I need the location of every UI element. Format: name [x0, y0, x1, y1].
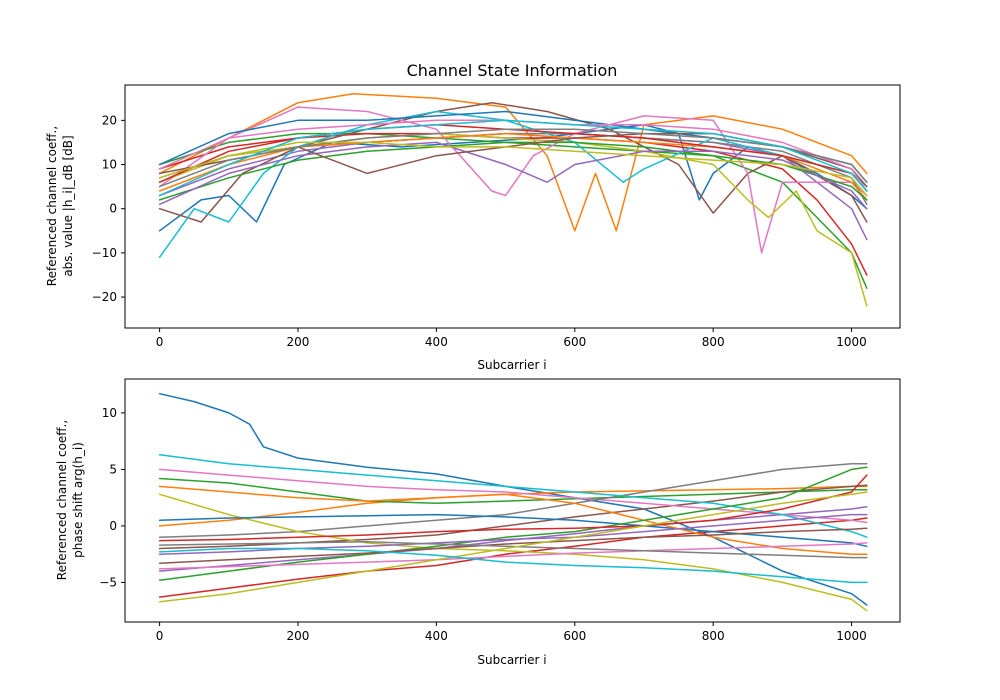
magnitude-series-line-2	[158, 93, 868, 232]
phase-series-line-14	[158, 474, 868, 542]
phase-series-line-10	[158, 453, 868, 538]
magnitude-series-line-15	[158, 141, 868, 210]
phase-series-line-18	[158, 541, 868, 559]
phase-series-line-4	[158, 517, 868, 598]
magnitude-series-line-20	[158, 119, 868, 197]
phase-series-line-2	[158, 485, 868, 527]
phase-x-tick-label: 400	[425, 629, 448, 643]
phase-y-tick-label: −5	[99, 575, 117, 589]
magnitude-ytick-layer: −20 −10 0 10 20	[92, 113, 125, 304]
magnitude-x-tick-label: 800	[702, 335, 725, 349]
phase-x-axis-label: Subcarrier i	[477, 653, 546, 667]
magnitude-y-axis-label-line2: abs. value |h_i|_dB [dB]	[61, 135, 75, 276]
magnitude-y-axis-label-line1: Referenced channel coeff.,	[45, 126, 59, 286]
magnitude-series-layer	[158, 93, 868, 307]
magnitude-y-tick-label: 10	[102, 158, 117, 172]
magnitude-series-line-3	[158, 132, 868, 289]
magnitude-x-tick-label: 200	[287, 335, 310, 349]
phase-xtick-layer: 0 200 400 600 800 1000	[156, 622, 867, 643]
phase-x-tick-label: 600	[563, 629, 586, 643]
phase-series-line-8	[158, 463, 868, 538]
magnitude-axes-frame	[124, 84, 901, 329]
magnitude-y-tick-label: 0	[109, 202, 117, 216]
magnitude-x-axis-label: Subcarrier i	[477, 358, 546, 372]
phase-series-layer	[158, 392, 868, 612]
magnitude-y-tick-label: 20	[102, 113, 117, 127]
phase-subplot: 0 200 400 600 800 1000 −5 0 5 10 Subcarrier i Re…	[55, 378, 901, 667]
phase-series-line-17	[158, 542, 868, 570]
magnitude-y-tick-label: −20	[92, 290, 117, 304]
magnitude-series-line-14	[158, 124, 868, 192]
phase-x-tick-label: 800	[702, 629, 725, 643]
phase-x-tick-label: 0	[156, 629, 164, 643]
magnitude-x-tick-label: 600	[563, 335, 586, 349]
phase-series-line-5	[158, 505, 868, 572]
magnitude-x-tick-label: 1000	[836, 335, 867, 349]
phase-series-line-19	[158, 491, 868, 603]
phase-y-tick-label: 0	[109, 519, 117, 533]
phase-y-axis-label-line1: Referenced channel coeff.,	[55, 420, 69, 580]
magnitude-xtick-layer: 0 200 400 600 800 1000	[156, 328, 867, 349]
magnitude-series-line-19	[158, 141, 868, 197]
phase-y-tick-label: 10	[102, 406, 117, 420]
magnitude-series-line-7	[158, 106, 868, 254]
magnitude-x-tick-label: 400	[425, 335, 448, 349]
phase-x-tick-label: 200	[287, 629, 310, 643]
magnitude-subplot: Channel State Information 0 200 400 600 800 1…	[45, 61, 901, 372]
phase-series-line-13	[158, 466, 868, 581]
magnitude-x-tick-label: 0	[156, 335, 164, 349]
phase-series-line-9	[158, 493, 868, 612]
phase-series-line-12	[158, 485, 868, 555]
magnitude-series-line-18	[158, 128, 868, 188]
phase-ytick-layer: −5 0 5 10	[99, 406, 125, 589]
phase-y-axis-label-line2: phase shift arg(h_i)	[71, 442, 85, 558]
phase-series-line-11	[158, 513, 868, 548]
phase-x-tick-label: 1000	[836, 629, 867, 643]
phase-y-tick-label: 5	[109, 462, 117, 476]
phase-series-line-20	[158, 547, 868, 584]
phase-axes-frame	[124, 378, 901, 623]
phase-series-line-7	[158, 468, 868, 524]
phase-series-line-1	[158, 392, 868, 606]
magnitude-y-tick-label: −10	[92, 246, 117, 260]
chart-title: Channel State Information	[407, 61, 618, 80]
